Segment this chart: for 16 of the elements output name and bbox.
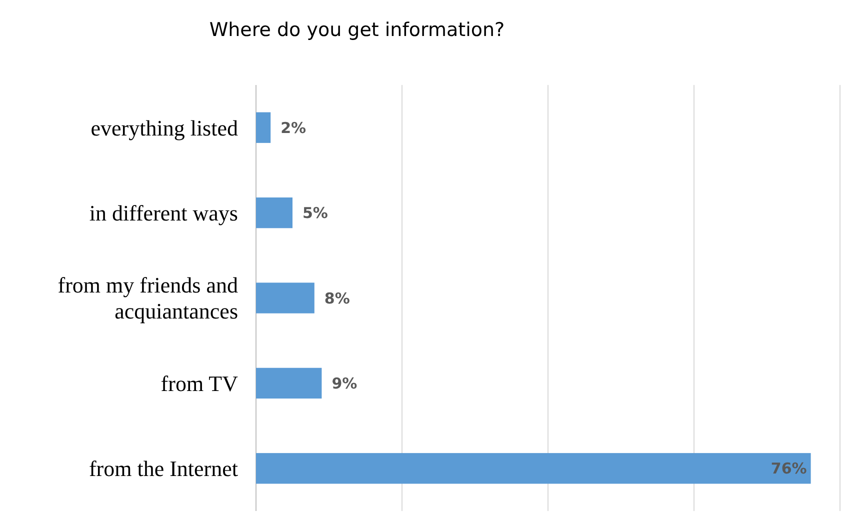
- y-tick-label: from TV: [160, 370, 238, 396]
- chart-title: Where do you get information?: [209, 19, 505, 41]
- y-tick-label: in different ways: [89, 200, 238, 226]
- data-label: 9%: [332, 374, 358, 392]
- bar: [256, 368, 322, 399]
- bar: [256, 112, 271, 143]
- bar: [256, 197, 292, 228]
- data-label: 5%: [302, 204, 328, 222]
- data-label: 76%: [770, 460, 807, 478]
- y-tick-label: from the Internet: [88, 456, 238, 482]
- data-label: 2%: [280, 118, 306, 137]
- bar: [256, 282, 314, 314]
- y-tick-label: from my friends and acquiantances: [58, 272, 238, 324]
- y-tick-label: everything listed: [90, 115, 238, 140]
- bar: [256, 453, 811, 484]
- data-label: 8%: [324, 289, 350, 308]
